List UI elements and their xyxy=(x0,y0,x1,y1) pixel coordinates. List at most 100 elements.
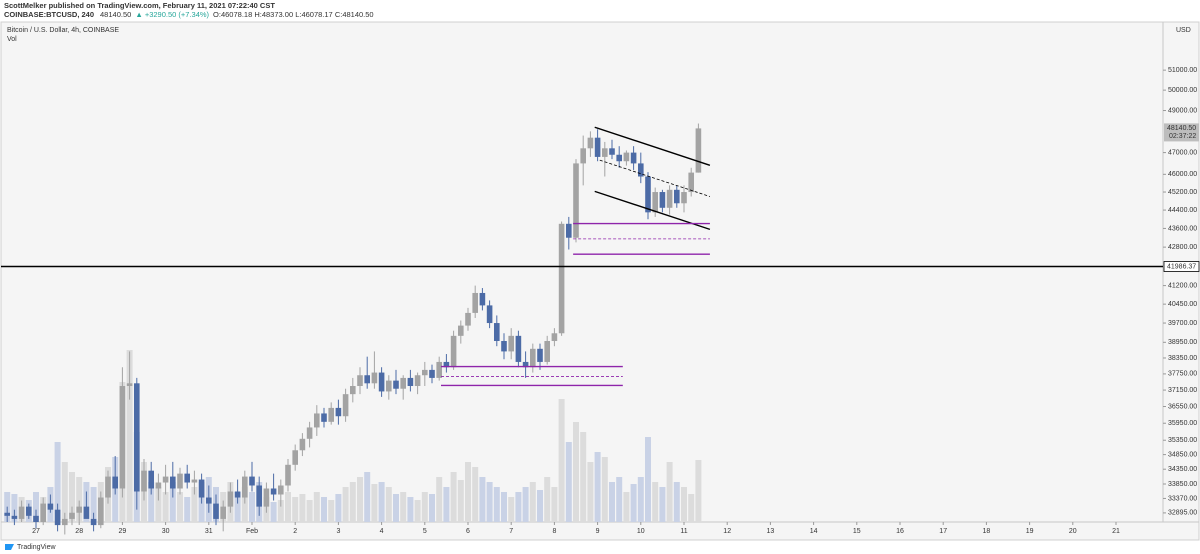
y-tick-label: 38950.00 xyxy=(1168,339,1197,346)
y-tick-label: 41200.00 xyxy=(1168,282,1197,289)
volume-bar xyxy=(673,482,680,522)
volume-bar xyxy=(529,482,536,522)
x-tick-label: 2 xyxy=(293,528,297,535)
x-tick-label: 15 xyxy=(853,528,861,535)
candle-body xyxy=(256,485,262,507)
candle-body xyxy=(609,148,615,155)
y-tick-label: 34350.00 xyxy=(1168,466,1197,473)
x-tick-label: 13 xyxy=(767,528,775,535)
y-tick-label: 42800.00 xyxy=(1168,244,1197,251)
volume-bar xyxy=(191,487,198,522)
volume-bar xyxy=(299,494,306,522)
candle-body xyxy=(62,518,68,526)
y-tick-label: 35950.00 xyxy=(1168,420,1197,427)
candle-body xyxy=(530,348,536,368)
volume-bar xyxy=(11,494,18,522)
volume-bar xyxy=(371,484,378,522)
volume-bar xyxy=(69,472,75,522)
x-tick-label: 6 xyxy=(466,528,470,535)
candle-body xyxy=(11,515,18,519)
candle-body xyxy=(292,450,298,465)
symbol-line: COINBASE:BTCUSD, 240 48140.50 ▲ +3290.50 (… xyxy=(4,10,374,19)
volume-bar xyxy=(313,492,320,522)
candle-body xyxy=(630,152,637,164)
y-tick-label: 50000.00 xyxy=(1168,87,1197,94)
volume-bar xyxy=(472,467,479,522)
candle-body xyxy=(299,438,306,451)
x-tick-label: 18 xyxy=(983,528,991,535)
volume-bar xyxy=(594,452,601,522)
candle-body xyxy=(659,192,666,208)
x-tick-label: 10 xyxy=(637,528,645,535)
volume-bar xyxy=(630,484,637,522)
volume-bar xyxy=(573,422,579,522)
candle-body xyxy=(69,512,75,519)
candle-body xyxy=(508,335,514,352)
volume-bar xyxy=(443,487,450,522)
volume-bar xyxy=(249,492,255,522)
x-tick-label: 3 xyxy=(336,528,340,535)
volume-bar xyxy=(609,482,615,522)
countdown: 02:37:22 xyxy=(1169,133,1196,140)
candle-body xyxy=(666,189,673,208)
volume-bar xyxy=(616,477,623,522)
volume-bar xyxy=(400,492,407,522)
candle-body xyxy=(263,488,270,507)
volume-bar xyxy=(580,432,587,522)
candle-body xyxy=(400,377,406,389)
volume-bar xyxy=(349,482,356,522)
candle-body xyxy=(148,470,154,489)
candle-body xyxy=(83,506,90,519)
candle-body xyxy=(220,506,226,519)
candle-body xyxy=(501,341,507,352)
candle-body xyxy=(681,192,687,204)
candle-body xyxy=(126,383,133,387)
y-tick-label: 33370.00 xyxy=(1168,495,1197,502)
candle-body xyxy=(227,491,234,507)
x-tick-label: 29 xyxy=(119,528,127,535)
candle-body xyxy=(119,386,126,489)
y-tick-label: 33850.00 xyxy=(1168,481,1197,488)
x-tick-label: 4 xyxy=(380,528,384,535)
volume-bar xyxy=(637,477,644,522)
volume-bar xyxy=(659,487,666,522)
volume-bar xyxy=(558,399,565,522)
candle-body xyxy=(54,509,61,526)
x-tick-label: 31 xyxy=(205,528,213,535)
ohlc: O:46078.18 H:48373.00 L:46078.17 C:48140… xyxy=(213,10,374,19)
candle-body xyxy=(688,172,694,193)
candle-body xyxy=(184,473,190,483)
volume-bar xyxy=(328,500,335,522)
candle-body xyxy=(602,148,608,157)
candle-body xyxy=(242,476,248,498)
volume-bar xyxy=(450,472,457,522)
candle-body xyxy=(371,372,378,384)
y-tick-label: 40450.00 xyxy=(1168,301,1197,308)
volume-bar xyxy=(292,497,299,522)
volume-bar xyxy=(407,497,414,522)
currency: USD xyxy=(1176,27,1191,34)
volume-bar xyxy=(90,487,97,522)
candle-body xyxy=(414,375,421,387)
plot: 51000.00 50000.00 49000.00 47000.00 46000.00… xyxy=(1,67,1200,535)
x-tick-label: 9 xyxy=(596,528,600,535)
candle-body xyxy=(638,163,644,177)
symbol: COINBASE:BTCUSD, 240 xyxy=(4,10,94,19)
candle-body xyxy=(213,503,219,519)
candle-body xyxy=(270,488,277,495)
volume-bar xyxy=(33,492,39,522)
volume-bar xyxy=(623,492,630,522)
trend-line xyxy=(599,159,711,197)
y-tick-label: 38350.00 xyxy=(1168,355,1197,362)
last-price-label: 48140.50 xyxy=(1167,125,1196,132)
candle-body xyxy=(422,369,428,376)
candle-body xyxy=(544,341,550,362)
candle-body xyxy=(443,361,450,368)
candle-body xyxy=(314,413,320,428)
hline-label-box xyxy=(1163,261,1200,272)
volume-bar xyxy=(457,480,464,522)
y-tick-label: 51000.00 xyxy=(1168,67,1197,74)
candle-body xyxy=(386,380,392,392)
x-tick-label: 17 xyxy=(939,528,947,535)
